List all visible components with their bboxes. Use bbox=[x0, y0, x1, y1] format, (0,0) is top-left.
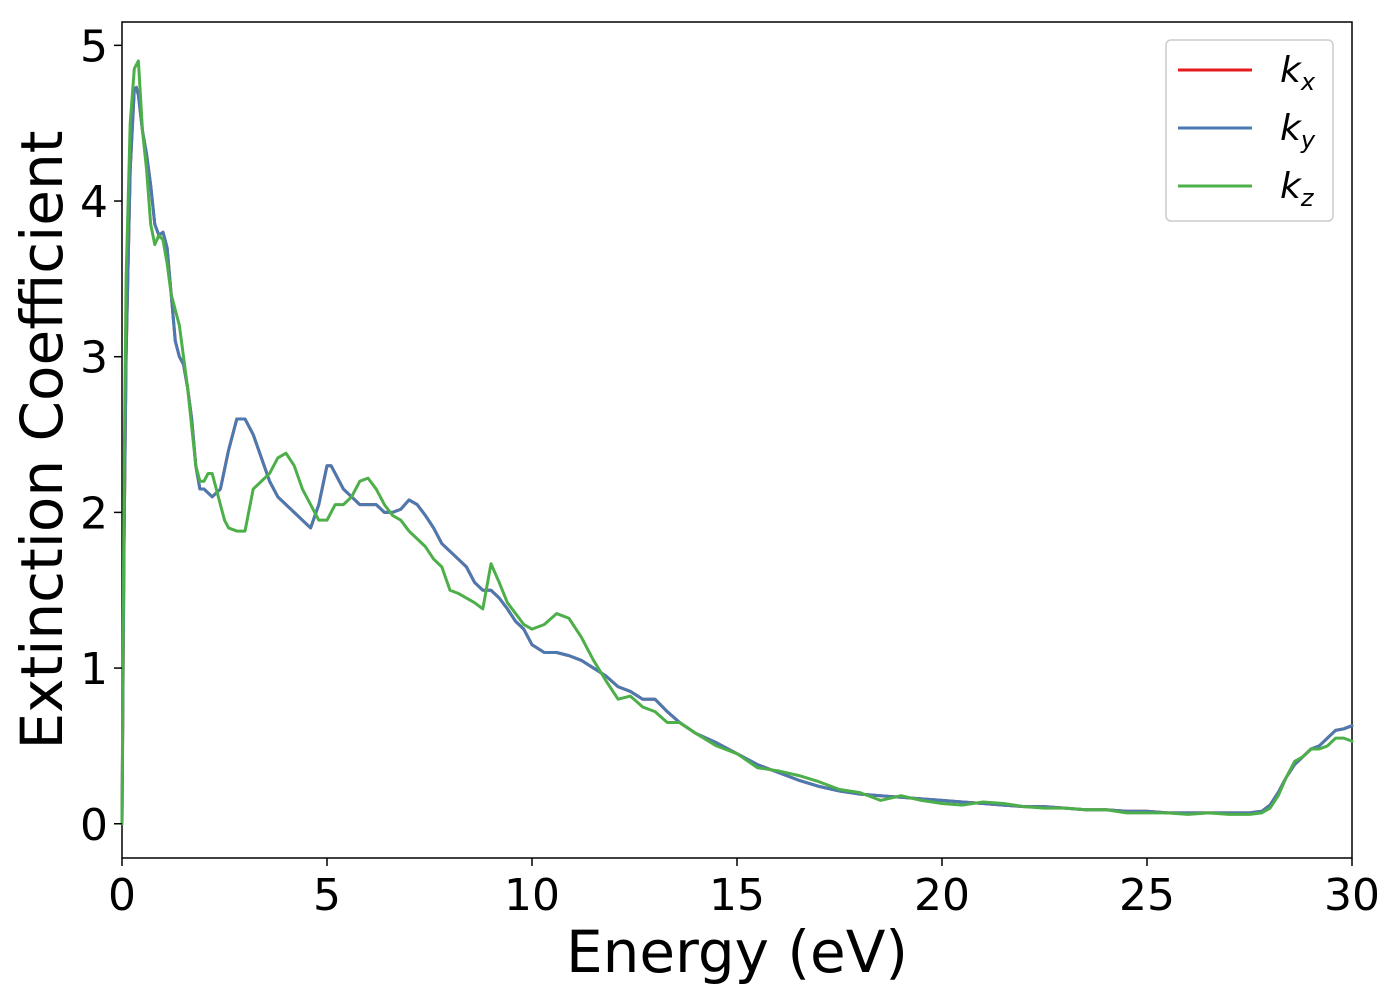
y-tick-label: 4 bbox=[80, 177, 108, 228]
x-tick-label: 0 bbox=[108, 870, 136, 921]
legend-label-y: ky bbox=[1280, 108, 1316, 154]
x-tick-label: 5 bbox=[313, 870, 341, 921]
series-line-z bbox=[120, 59, 1354, 826]
legend-label-z: kz bbox=[1280, 166, 1315, 212]
y-axis-ticks: 0 1 2 3 4 5 bbox=[80, 21, 122, 851]
series-lines bbox=[120, 59, 1354, 826]
x-tick-label: 25 bbox=[1119, 870, 1175, 921]
y-tick-label: 1 bbox=[80, 644, 108, 695]
y-tick-label: 3 bbox=[80, 333, 108, 384]
legend: kx ky kz bbox=[1165, 39, 1334, 222]
y-tick-label: 5 bbox=[80, 21, 108, 72]
y-tick-label: 2 bbox=[80, 488, 108, 539]
x-axis-ticks: 0 5 10 15 20 25 30 bbox=[108, 858, 1380, 921]
y-tick-label: 0 bbox=[80, 800, 108, 851]
x-tick-label: 10 bbox=[504, 870, 560, 921]
legend-label-x: kx bbox=[1280, 50, 1316, 96]
legend-box bbox=[1165, 39, 1334, 222]
plot-frame bbox=[121, 21, 1353, 859]
x-tick-label: 20 bbox=[914, 870, 970, 921]
y-axis-title: Extinction Coefficient bbox=[8, 131, 76, 750]
x-tick-label: 15 bbox=[709, 870, 765, 921]
plot-area bbox=[120, 21, 1354, 859]
x-axis-title: Energy (eV) bbox=[566, 918, 908, 986]
x-tick-label: 30 bbox=[1324, 870, 1380, 921]
